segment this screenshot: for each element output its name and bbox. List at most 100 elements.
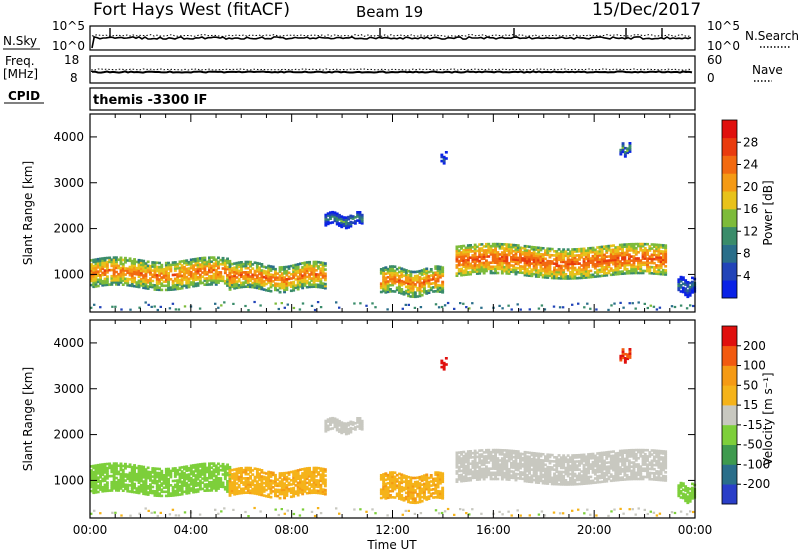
echo-cell (319, 467, 323, 470)
echo-cell (242, 285, 246, 289)
echo-cell (208, 489, 211, 492)
ground-scatter-cell (217, 306, 220, 309)
echo-cell (201, 464, 205, 468)
echo-cell (475, 470, 479, 473)
echo-cell (625, 259, 629, 263)
echo-cell (196, 488, 200, 491)
echo-cell (438, 273, 442, 277)
echo-cell (379, 290, 383, 294)
echo-cell (491, 261, 495, 264)
echo-cell (648, 249, 652, 252)
echo-cell (203, 279, 207, 282)
date-label: 15/Dec/2017 (592, 0, 701, 20)
echo-cell (464, 467, 468, 470)
echo-cell (326, 222, 330, 226)
echo-cell (155, 471, 159, 475)
echo-cell (566, 466, 570, 470)
nsky-label: N.Sky (3, 34, 37, 48)
echo-cell (226, 486, 229, 489)
echo-cell (587, 271, 590, 275)
echo-cell (575, 276, 579, 280)
echo-cell (546, 457, 550, 461)
echo-cell (251, 483, 255, 487)
echo-cell (537, 458, 541, 462)
echo-cell (187, 283, 191, 287)
echo-cell (155, 284, 159, 287)
echo-cell (198, 471, 202, 474)
echo-cell (264, 480, 268, 484)
echo-cell (686, 285, 690, 288)
echo-cell (677, 282, 681, 285)
echo-cell (312, 489, 316, 492)
echo-cell (646, 249, 649, 252)
echo-cell (580, 276, 584, 280)
echo-cell (457, 270, 461, 273)
colorbar-tick-label: 12 (743, 224, 758, 238)
echo-cell (94, 472, 98, 476)
echo-cell (283, 286, 286, 290)
echo-cell (684, 291, 688, 295)
echo-cell (105, 473, 109, 476)
echo-cell (525, 463, 529, 467)
echo-cell (404, 497, 408, 501)
echo-cell (593, 271, 597, 274)
echo-cell (386, 492, 390, 495)
echo-cell (103, 265, 107, 268)
echo-cell (562, 277, 566, 280)
echo-cell (198, 487, 202, 491)
echo-cell (516, 246, 520, 249)
echo-cell (557, 266, 561, 270)
echo-cell (312, 483, 316, 486)
echo-cell (324, 425, 328, 429)
echo-cell (144, 482, 148, 486)
echo-cell (185, 282, 189, 285)
echo-cell (117, 464, 121, 467)
echo-cell (323, 484, 327, 488)
echo-cell (593, 275, 597, 278)
echo-cell (662, 246, 665, 249)
echo-cell (462, 253, 466, 256)
echo-cell (409, 280, 413, 284)
echo-cell (438, 267, 442, 271)
echo-cell (584, 251, 588, 255)
echo-cell (391, 477, 395, 480)
echo-cell (130, 272, 134, 275)
echo-cell (340, 429, 344, 433)
echo-cell (400, 487, 404, 491)
echo-cell (555, 466, 559, 469)
echo-cell (301, 486, 305, 490)
echo-cell (92, 279, 96, 282)
echo-cell (382, 287, 386, 291)
echo-cell (432, 496, 435, 499)
noise-tick-top-right: 10^5 (707, 19, 740, 33)
echo-cell (420, 277, 424, 280)
echo-cell (329, 215, 332, 218)
echo-cell (584, 274, 588, 277)
echo-cell (614, 262, 618, 266)
echo-cell (507, 455, 511, 459)
echo-cell (164, 482, 168, 485)
echo-cell (105, 466, 109, 470)
echo-cell (462, 257, 466, 260)
echo-cell (562, 252, 566, 255)
echo-cell (283, 290, 286, 294)
echo-cell (144, 490, 148, 494)
echo-cell (455, 461, 459, 465)
echo-cell (503, 251, 507, 254)
echo-cell (519, 462, 522, 466)
echo-cell (323, 262, 327, 265)
ytick-label: 4000 (53, 130, 84, 144)
echo-cell (643, 242, 647, 246)
echo-cell (201, 477, 205, 480)
echo-cell (534, 454, 538, 457)
echo-cell (623, 253, 627, 257)
echo-cell (208, 262, 211, 266)
echo-cell (464, 471, 468, 474)
echo-cell (180, 276, 184, 280)
echo-cell (600, 251, 604, 255)
echo-cell (528, 476, 531, 479)
echo-cell (246, 266, 250, 270)
echo-cell (596, 264, 600, 268)
echo-cell (317, 267, 320, 270)
echo-cell (413, 274, 417, 278)
